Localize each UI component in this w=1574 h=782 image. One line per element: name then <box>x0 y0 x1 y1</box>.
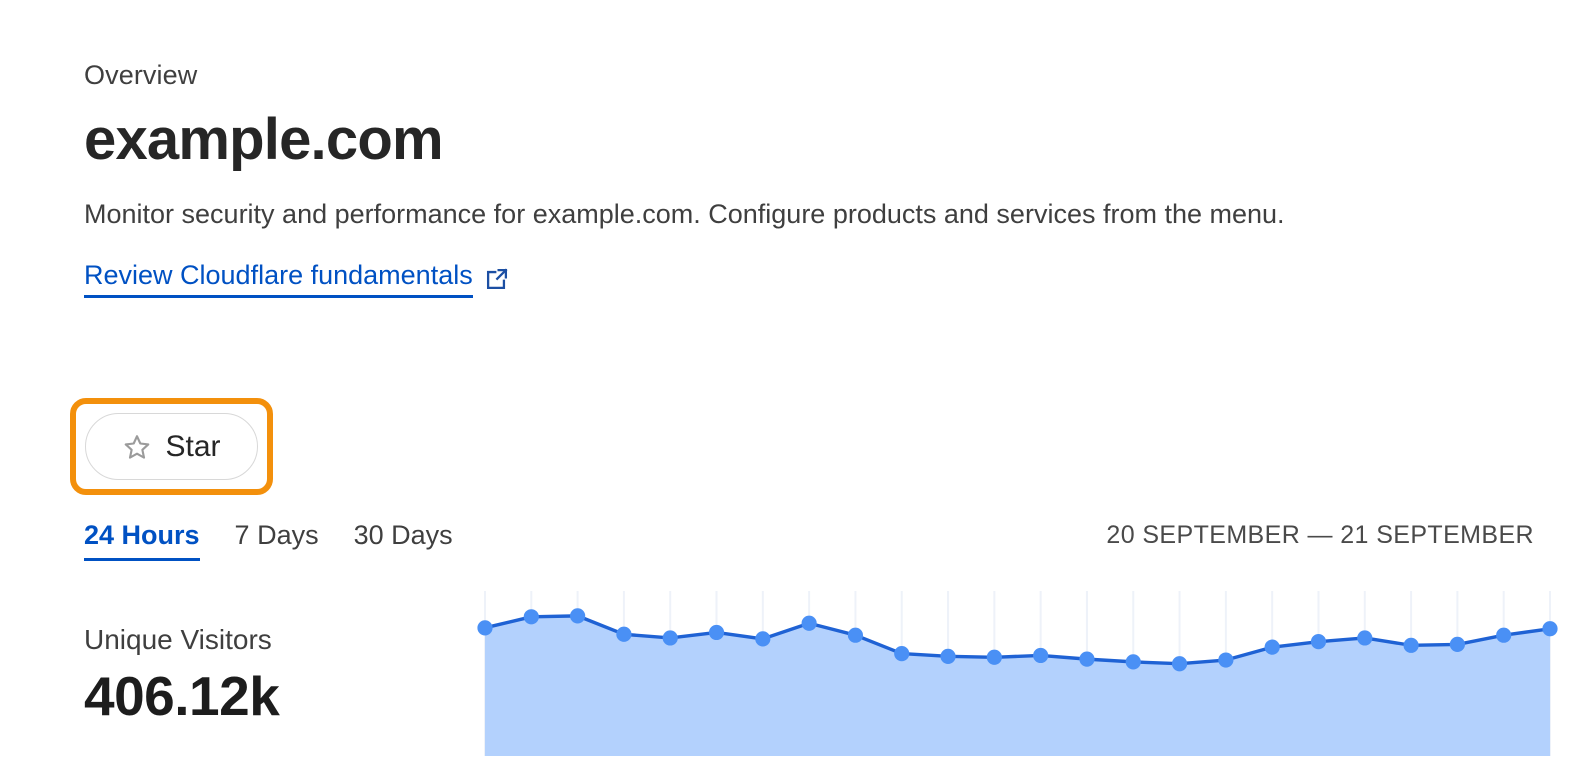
timerange-tabs-row: 24 Hours 7 Days 30 Days 20 SEPTEMBER — 2… <box>84 518 1534 568</box>
chart-data-point <box>570 608 586 624</box>
page-title: example.com <box>84 107 444 172</box>
page-header: Overview example.com Monitor security an… <box>84 58 1534 298</box>
chart-data-point <box>1264 639 1280 655</box>
star-outline-icon <box>122 432 152 462</box>
chart-data-point <box>894 646 910 662</box>
chart-data-point <box>1218 652 1234 668</box>
tab-30-days[interactable]: 30 Days <box>353 520 453 550</box>
chart-area-fill <box>485 615 1550 756</box>
chart-data-point <box>1033 647 1049 664</box>
tab-7-days[interactable]: 7 Days <box>234 520 319 550</box>
chart-line <box>483 614 1552 666</box>
chart-data-point <box>662 630 678 646</box>
chart-data-point <box>847 627 864 643</box>
chart-data-point <box>1542 621 1558 637</box>
star-button-label: Star <box>165 429 221 463</box>
chart-data-point <box>616 626 632 642</box>
date-range-label: 20 SEPTEMBER — 21 SEPTEMBER <box>1106 521 1534 549</box>
chart-data-point <box>477 620 493 636</box>
chart-data-point <box>1310 634 1327 650</box>
fundamentals-link-row: Review Cloudflare fundamentals <box>84 257 510 298</box>
chart-data-points <box>477 608 1558 672</box>
chart-data-point <box>801 615 817 631</box>
star-button[interactable]: Star <box>85 413 258 480</box>
star-button-focus-ring: Star <box>70 398 273 495</box>
chart-data-point <box>755 631 771 647</box>
unique-visitors-area-chart <box>477 591 1558 756</box>
metric-label: Unique Visitors <box>84 624 272 655</box>
chart-data-point <box>986 649 1002 665</box>
metric-value: 406.12k <box>84 665 280 727</box>
timerange-tabs: 24 Hours 7 Days 30 Days <box>84 518 453 561</box>
chart-data-point <box>1449 636 1465 652</box>
chart-data-point <box>1403 637 1419 653</box>
chart-data-point <box>1125 654 1141 670</box>
external-link-icon <box>484 266 510 292</box>
chart-data-point <box>1171 656 1188 672</box>
chart-data-point <box>523 609 539 625</box>
unique-visitors-metric: Unique Visitors 406.12k <box>84 622 464 728</box>
review-cloudflare-fundamentals-link[interactable]: Review Cloudflare fundamentals <box>84 257 473 298</box>
chart-data-point <box>1496 627 1512 643</box>
chart-data-point <box>1079 651 1095 667</box>
tab-24-hours[interactable]: 24 Hours <box>84 518 200 561</box>
breadcrumb-overview: Overview <box>84 60 198 90</box>
chart-data-point <box>1357 630 1373 646</box>
unique-visitors-chart[interactable] <box>466 585 1574 782</box>
chart-data-point <box>940 648 956 664</box>
chart-data-point <box>708 624 725 641</box>
page-description: Monitor security and performance for exa… <box>84 199 1285 229</box>
